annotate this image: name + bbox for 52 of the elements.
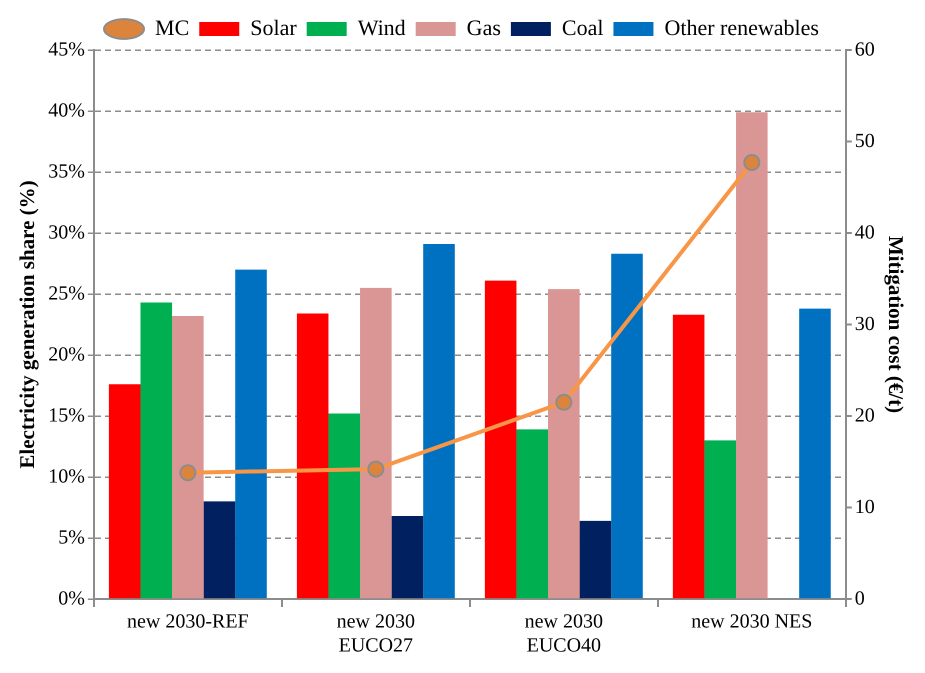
- point: [367, 460, 384, 478]
- bar: [296, 314, 328, 598]
- legend-label: Gas: [466, 14, 501, 40]
- bar: [799, 308, 831, 598]
- y-tick-label: 10%: [48, 465, 85, 488]
- y2-tick-label: 10: [854, 496, 875, 518]
- bar: [736, 112, 768, 598]
- bar: [108, 384, 140, 598]
- y2-tick-label: 60: [854, 38, 875, 60]
- y-tick-label: 30%: [48, 221, 85, 244]
- y-tick-label: 5%: [58, 526, 85, 548]
- bar: [235, 270, 267, 598]
- x-tick-label: new 2030 NES: [691, 610, 812, 632]
- bar: [140, 302, 172, 598]
- y2-tick-label: 20: [854, 404, 875, 426]
- bar: [548, 289, 580, 598]
- x-tick-label: new 2030-REF: [127, 610, 249, 632]
- y-tick-label: 20%: [48, 343, 85, 366]
- y-tick-label: 45%: [48, 38, 85, 60]
- bar: [392, 516, 424, 598]
- bar: [516, 429, 548, 598]
- bar: [172, 316, 204, 598]
- bar: [484, 280, 516, 598]
- x-tick-label: new 2030 EUCO40: [524, 610, 603, 656]
- y-tick-label: 25%: [48, 282, 85, 304]
- y-tick-label: 40%: [48, 99, 85, 122]
- bar: [360, 288, 392, 598]
- legend-label: Other renewables: [664, 14, 819, 40]
- y-tick-label: 35%: [48, 160, 85, 182]
- y-tick-label: 0%: [58, 587, 85, 610]
- bar: [423, 244, 455, 598]
- bar: [704, 440, 736, 598]
- bar: [204, 501, 236, 598]
- bar: [611, 254, 643, 598]
- y-axis-title: Electricity generation share (%): [15, 180, 40, 469]
- y2-tick-label: 50: [854, 130, 875, 152]
- y2-tick-label: 0: [854, 587, 865, 610]
- point: [555, 394, 572, 411]
- y2-axis-title: Mitigation cost (€/t): [884, 236, 908, 414]
- bar: [672, 314, 704, 598]
- legend-label: Wind: [358, 14, 406, 40]
- y-tick-label: 15%: [48, 404, 85, 426]
- x-tick-label: new 2030 EUCO27: [336, 610, 415, 656]
- legend-label: Coal: [562, 14, 604, 40]
- y2-tick-label: 30: [854, 312, 875, 335]
- point: [179, 464, 196, 482]
- point: [743, 154, 760, 172]
- y2-tick-label: 40: [854, 221, 875, 244]
- bar: [328, 414, 360, 598]
- bar: [580, 520, 612, 598]
- legend-label: MC: [155, 14, 190, 40]
- legend-label: Solar: [250, 14, 298, 40]
